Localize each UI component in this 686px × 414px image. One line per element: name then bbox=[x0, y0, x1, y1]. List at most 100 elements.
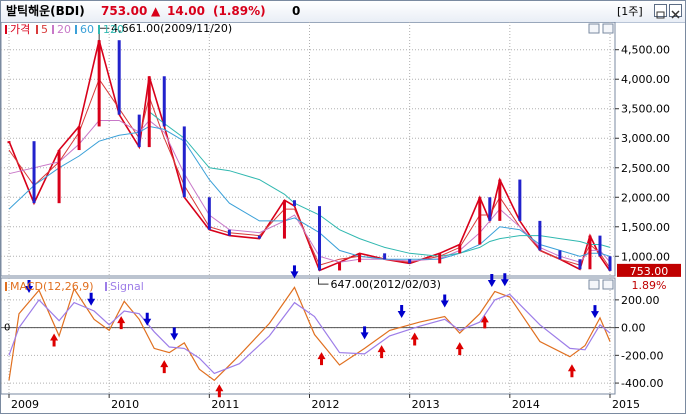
legend-swatch bbox=[5, 282, 7, 291]
y-tick-label: 1,500.00 bbox=[621, 221, 670, 234]
legend-item-MACD(12,26,9)[interactable]: MACD(12,26,9) bbox=[10, 280, 94, 293]
price-candle bbox=[97, 40, 101, 127]
price-candle bbox=[478, 197, 482, 245]
x-tick-label: 2012 bbox=[311, 398, 339, 411]
chart-area: 4,500.00 4,000.00 3,500.00 3,000.00 2,500.00… bbox=[1, 22, 681, 411]
period-selector[interactable]: [1주] bbox=[617, 5, 643, 18]
legend-item-가격[interactable]: 가격 bbox=[10, 23, 30, 36]
price-candle bbox=[282, 200, 286, 239]
x-axis: 2009 2010 2011 2012 2013 2014 2015 bbox=[8, 394, 640, 411]
zero-label: 0 bbox=[4, 323, 10, 334]
legend-item-120[interactable]: 120 bbox=[103, 23, 124, 36]
sell-signal-arrow-icon bbox=[25, 279, 34, 293]
x-tick-label: 2009 bbox=[11, 398, 39, 411]
sell-signal-arrow-icon bbox=[360, 326, 369, 340]
close-button[interactable] bbox=[669, 4, 682, 19]
price-pane-frame bbox=[1, 22, 616, 277]
buy-signal-arrow-icon bbox=[50, 333, 59, 347]
x-tick-label: 2011 bbox=[211, 398, 239, 411]
price-series-20 bbox=[8, 119, 611, 263]
pane-restore-button[interactable] bbox=[588, 23, 600, 34]
macd-series-MACD bbox=[8, 286, 611, 382]
price-candle bbox=[77, 126, 81, 151]
sell-signal-arrow-icon bbox=[397, 305, 406, 319]
x-tick-label: 2014 bbox=[512, 398, 540, 411]
price-pane: 4,500.00 4,000.00 3,500.00 3,000.00 2,500.00… bbox=[1, 22, 681, 292]
sell-signal-arrow-icon bbox=[440, 294, 449, 308]
buy-signal-arrow-icon bbox=[160, 360, 169, 374]
price-candle bbox=[383, 253, 387, 260]
price-candle bbox=[137, 114, 141, 148]
y-tick-label: 200.00 bbox=[621, 294, 660, 307]
legend-item-Signal[interactable]: Signal bbox=[110, 280, 144, 293]
y-tick-label: 2,000.00 bbox=[621, 191, 670, 204]
price-candle bbox=[182, 126, 186, 198]
y-tick-label: 0.00 bbox=[621, 322, 646, 335]
price-candle bbox=[608, 256, 612, 271]
y-tick-label: 3,000.00 bbox=[621, 132, 670, 145]
price-candle bbox=[518, 179, 522, 221]
sell-signal-arrow-icon bbox=[143, 312, 152, 326]
x-tick-label: 2010 bbox=[111, 398, 139, 411]
price-candle bbox=[438, 253, 442, 264]
price-series-가격 bbox=[8, 39, 611, 272]
y-tick-label: 1,000.00 bbox=[621, 250, 670, 263]
y-tick-label: 4,000.00 bbox=[621, 73, 670, 86]
legend-item-5[interactable]: 5 bbox=[41, 23, 48, 36]
price-candle bbox=[257, 235, 261, 239]
annotation-leader bbox=[318, 277, 329, 285]
legend-item-20[interactable]: 20 bbox=[57, 23, 71, 36]
pane-buttons bbox=[588, 23, 614, 290]
sell-signal-arrow-icon bbox=[170, 327, 179, 341]
price-candle bbox=[598, 235, 602, 257]
price-candle bbox=[588, 235, 592, 270]
price-series-60 bbox=[8, 125, 611, 260]
y-tick-label: -400.00 bbox=[621, 377, 663, 390]
legend-swatch bbox=[105, 282, 107, 291]
close-icon bbox=[671, 10, 680, 19]
price-candle bbox=[227, 229, 231, 236]
macd-pane: 200.00 0.00 -200.00 -400.00 0 bbox=[1, 265, 663, 398]
legend-swatch bbox=[52, 25, 54, 34]
volume-value: 0 bbox=[292, 4, 301, 18]
macd-legend: MACD(12,26,9) Signal bbox=[5, 280, 144, 293]
price-candle bbox=[147, 76, 151, 148]
price-candle bbox=[338, 262, 342, 271]
x-tick-label: 2015 bbox=[612, 398, 640, 411]
buy-signal-arrow-icon bbox=[567, 364, 576, 378]
price-series-5 bbox=[8, 78, 611, 269]
sell-signal-arrow-icon bbox=[487, 273, 496, 287]
restore-button[interactable] bbox=[654, 4, 667, 19]
buy-signal-arrow-icon bbox=[455, 342, 464, 356]
y-tick-label: 3,500.00 bbox=[621, 103, 670, 116]
price-candle bbox=[7, 141, 11, 144]
price-candle bbox=[358, 253, 362, 263]
instrument-name: 발틱해운(BDI) bbox=[6, 4, 85, 18]
y-tick-label: -200.00 bbox=[621, 349, 663, 362]
change-arrow-icon: ▲ bbox=[151, 4, 161, 18]
price-candle bbox=[32, 141, 36, 204]
legend-swatch bbox=[98, 25, 100, 34]
legend-swatch bbox=[5, 25, 7, 34]
price-candle bbox=[498, 179, 502, 221]
price-candle bbox=[318, 206, 322, 271]
price-candle bbox=[578, 259, 582, 270]
x-tick-label: 2013 bbox=[412, 398, 440, 411]
buy-signal-arrow-icon bbox=[317, 352, 326, 366]
buy-signal-arrow-icon bbox=[215, 384, 224, 398]
price-candle bbox=[458, 244, 462, 254]
last-pct-tag-label: 1.89% bbox=[632, 279, 667, 292]
price-candle bbox=[538, 220, 542, 251]
pane-restore-button[interactable] bbox=[588, 279, 600, 290]
price-candle bbox=[57, 150, 61, 204]
pane-close-button[interactable] bbox=[602, 279, 614, 290]
change-percent: (1.89%) bbox=[213, 4, 266, 18]
sell-signal-arrow-icon bbox=[290, 265, 299, 279]
price-series-120 bbox=[148, 111, 611, 257]
sell-signal-arrow-icon bbox=[590, 305, 599, 319]
pane-close-button[interactable] bbox=[602, 23, 614, 34]
last-price-tag bbox=[617, 263, 681, 277]
legend-item-60[interactable]: 60 bbox=[80, 23, 94, 36]
legend-swatch bbox=[75, 25, 77, 34]
